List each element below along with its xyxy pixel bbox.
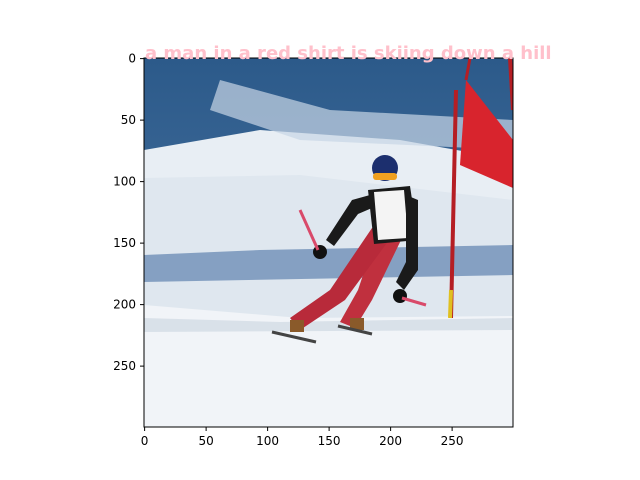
skier-arm-right [396,195,418,290]
gate-pole [449,89,458,319]
slope-shadow [144,245,513,282]
skier-glove-right [393,289,407,303]
y-tick-label: 0 [128,52,136,66]
photo [144,58,513,427]
ski-right [337,324,373,336]
skier-leg-right [340,230,402,328]
x-tick-label: 100 [256,434,279,448]
gate-pole-tip [448,289,453,319]
x-tick-label: 200 [379,434,402,448]
skier-leg-left [290,228,395,330]
skier-bib [374,190,408,240]
ski-left [271,330,317,344]
y-tick-label: 250 [113,359,136,373]
snow-streak [210,80,513,150]
ski-pole-right [401,296,427,307]
ski-pole-left [298,209,320,251]
skier-goggles [373,173,397,180]
snow-foreground [144,305,513,427]
y-tick-label: 100 [113,175,136,189]
gate-pole-top [464,58,472,81]
skier [271,155,427,344]
skier-boot-left [290,320,304,332]
snow-ridge [144,318,513,332]
x-tick-label: 250 [441,434,464,448]
y-tick-label: 50 [121,113,136,127]
gate-flag [460,80,513,188]
y-axis: 0 50 100 150 200 250 [113,52,144,373]
snow-highlight [144,130,513,200]
y-tick-label: 200 [113,298,136,312]
x-axis: 0 50 100 150 200 250 [141,427,464,448]
x-tick-label: 150 [318,434,341,448]
skier-arm-left [326,195,372,246]
axes-frame [143,57,514,428]
x-tick-label: 0 [141,434,149,448]
image-caption: a man in a red shirt is skiing down a hi… [145,43,552,64]
y-tick-label: 150 [113,236,136,250]
skier-boot-right [350,318,364,330]
x-tick-label: 50 [198,434,213,448]
